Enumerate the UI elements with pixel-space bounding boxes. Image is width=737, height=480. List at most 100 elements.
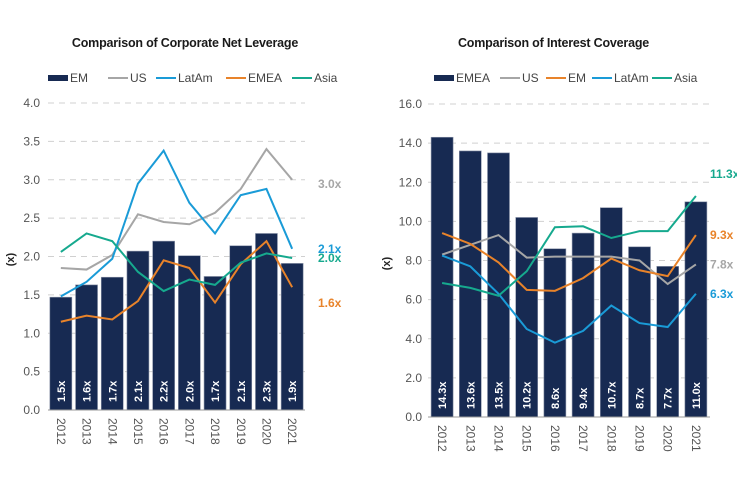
legend-label: EMEA xyxy=(456,71,490,85)
y-tick-label: 1.0 xyxy=(23,326,40,340)
x-tick-label: 2019 xyxy=(234,418,248,445)
bar-data-label: 8.7x xyxy=(635,387,647,409)
x-tick-label: 2012 xyxy=(435,425,449,452)
bar-data-label: 1.7x xyxy=(107,380,119,402)
y-tick-label: 4.0 xyxy=(23,96,40,110)
x-tick-label: 2013 xyxy=(463,425,477,452)
bar-data-label: 10.2x xyxy=(522,381,534,409)
legend-item-latam: LatAm xyxy=(156,71,213,85)
legend-label: EM xyxy=(568,71,586,85)
x-tick-label: 2021 xyxy=(689,425,703,452)
y-tick-label: 2.5 xyxy=(23,211,40,225)
bar-data-label: 13.6x xyxy=(465,381,477,409)
y-tick-label: 2.0 xyxy=(23,250,40,264)
line-em xyxy=(441,232,697,292)
y-tick-label: 12.0 xyxy=(399,175,423,189)
x-tick-label: 2018 xyxy=(604,425,618,452)
bar-data-label: 1.7x xyxy=(210,380,222,402)
legend-label: LatAm xyxy=(178,71,213,85)
bar-data-label: 2.0x xyxy=(184,380,196,402)
legend-item-em: EM xyxy=(546,71,586,85)
bar-data-label: 14.3x xyxy=(437,381,449,409)
legend-item-us: US xyxy=(500,71,539,85)
legend-swatch xyxy=(48,75,68,81)
y-tick-label: 4.0 xyxy=(405,332,422,346)
end-label-emea: 1.6x xyxy=(318,296,342,310)
y-tick-label: 3.0 xyxy=(23,173,40,187)
bar-data-label: 2.3x xyxy=(261,380,273,402)
bar-data-label: 1.6x xyxy=(82,380,94,402)
x-tick-label: 2017 xyxy=(182,418,196,445)
line-us xyxy=(60,147,293,271)
end-label-em: 9.3x xyxy=(710,228,734,242)
bar-emea-2013 xyxy=(459,150,482,418)
chart-canvas: 0.0 2.0 4.0 6.0 8.0 10.0 12.0 14.0 16.0 (x) 14.3x 1… xyxy=(381,71,737,452)
bar-data-label: 7.7x xyxy=(663,387,675,409)
x-tick-label: 2020 xyxy=(661,425,675,452)
legend-item-emea: EMEA xyxy=(226,71,282,85)
y-axis-label: (x) xyxy=(5,252,17,266)
legend-label: US xyxy=(522,71,539,85)
legend-item-em: EM xyxy=(48,71,88,85)
x-tick-label: 2013 xyxy=(80,418,94,445)
bar-data-label: 2.1x xyxy=(133,380,145,402)
y-axis-label: (x) xyxy=(381,256,393,270)
line-asia xyxy=(441,195,697,297)
legend-item-asia: Asia xyxy=(292,71,338,85)
y-tick-label: 1.5 xyxy=(23,288,40,302)
bar-emea-2012 xyxy=(430,136,454,418)
legend-item-asia: Asia xyxy=(652,71,698,85)
y-tick-label: 8.0 xyxy=(405,254,422,268)
x-tick-label: 2021 xyxy=(285,418,299,445)
x-tick-label: 2020 xyxy=(259,418,273,445)
bar-data-label: 9.4x xyxy=(578,387,590,409)
chart-net-leverage: Comparison of Corporate Net Leverage 0.0… xyxy=(5,36,342,445)
end-label-us: 3.0x xyxy=(318,177,342,191)
x-tick-label: 2015 xyxy=(131,418,145,445)
line-latam xyxy=(441,254,697,344)
end-label-us: 7.8x xyxy=(710,257,734,271)
y-tick-label: 6.0 xyxy=(405,293,422,307)
bar-data-label: 2.1x xyxy=(236,380,248,402)
legend-label: EM xyxy=(70,71,88,85)
chart-title: Comparison of Interest Coverage xyxy=(457,36,650,50)
x-tick-label: 2016 xyxy=(157,418,171,445)
chart-canvas: 0.0 0.5 1.0 1.5 2.0 2.5 3.0 3.5 4.0 (x) 1.5x 1.6x 1.… xyxy=(5,71,342,445)
bar-data-label: 11.0x xyxy=(691,381,703,409)
end-label-latam: 6.3x xyxy=(710,287,734,301)
x-tick-label: 2014 xyxy=(492,425,506,452)
x-tick-label: 2018 xyxy=(208,418,222,445)
x-tick-label: 2015 xyxy=(520,425,534,452)
legend-label: Asia xyxy=(674,71,698,85)
legend-item-latam: LatAm xyxy=(592,71,649,85)
legend-label: Asia xyxy=(314,71,338,85)
y-tick-label: 16.0 xyxy=(399,97,423,111)
legend-label: US xyxy=(130,71,147,85)
legend-label: LatAm xyxy=(614,71,649,85)
line-asia xyxy=(60,232,293,293)
end-label-asia: 2.0x xyxy=(318,251,342,265)
bar-data-label: 10.7x xyxy=(606,381,618,409)
end-label-latam: 2.1x xyxy=(318,242,342,256)
bar-data-label: 8.6x xyxy=(550,387,562,409)
y-tick-label: 2.0 xyxy=(405,371,422,385)
line-emea xyxy=(60,239,294,323)
x-tick-label: 2012 xyxy=(54,418,68,445)
bar-data-label: 1.9x xyxy=(287,380,299,402)
y-tick-label: 0.0 xyxy=(405,410,422,424)
bar-data-label: 13.5x xyxy=(494,381,506,409)
legend-item-us: US xyxy=(108,71,147,85)
y-tick-label: 14.0 xyxy=(399,136,423,150)
end-label-asia: 11.3x xyxy=(710,167,737,181)
legend-swatch xyxy=(434,75,454,81)
y-tick-label: 0.5 xyxy=(23,365,40,379)
legend-label: EMEA xyxy=(248,71,282,85)
y-tick-label: 3.5 xyxy=(23,134,40,148)
x-tick-label: 2019 xyxy=(633,425,647,452)
bar-data-label: 2.2x xyxy=(159,380,171,402)
x-tick-label: 2017 xyxy=(576,425,590,452)
chart-interest-coverage: Comparison of Interest Coverage 0.0 2.0 4.… xyxy=(370,0,737,480)
x-tick-label: 2016 xyxy=(548,425,562,452)
y-tick-label: 0.0 xyxy=(23,403,40,417)
legend-item-emea: EMEA xyxy=(434,71,490,85)
